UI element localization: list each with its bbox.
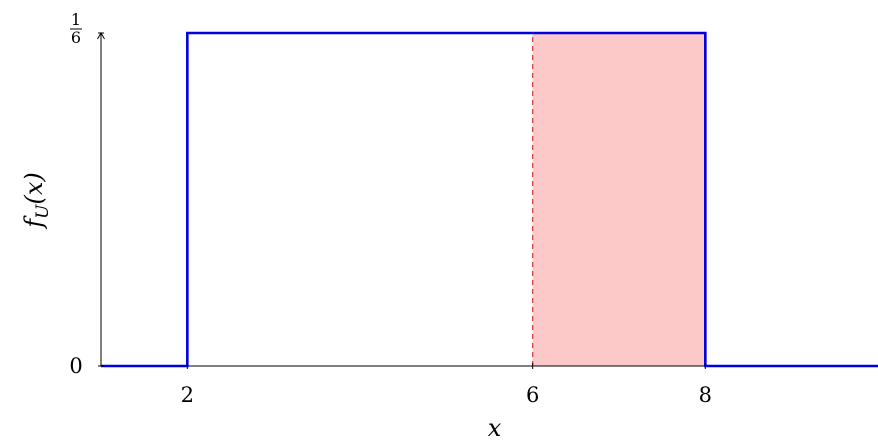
density-line	[101, 31, 878, 368]
y-tick-label: 0	[69, 354, 82, 378]
y-tick-group: 0 16	[69, 10, 104, 378]
x-axis-label: x	[488, 414, 502, 442]
y-axis-label: fU(x)	[20, 172, 53, 229]
y-tick-label-numerator: 1	[71, 10, 81, 29]
x-tick-label: 2	[181, 383, 194, 407]
shaded-region	[532, 33, 706, 366]
x-tick-label: 8	[699, 383, 712, 407]
svg-text:fU(x): fU(x)	[20, 172, 53, 229]
y-tick-label-denominator: 6	[71, 28, 81, 47]
x-tick-label: 6	[526, 383, 539, 407]
x-tick-group: 2 6 8	[181, 363, 712, 407]
